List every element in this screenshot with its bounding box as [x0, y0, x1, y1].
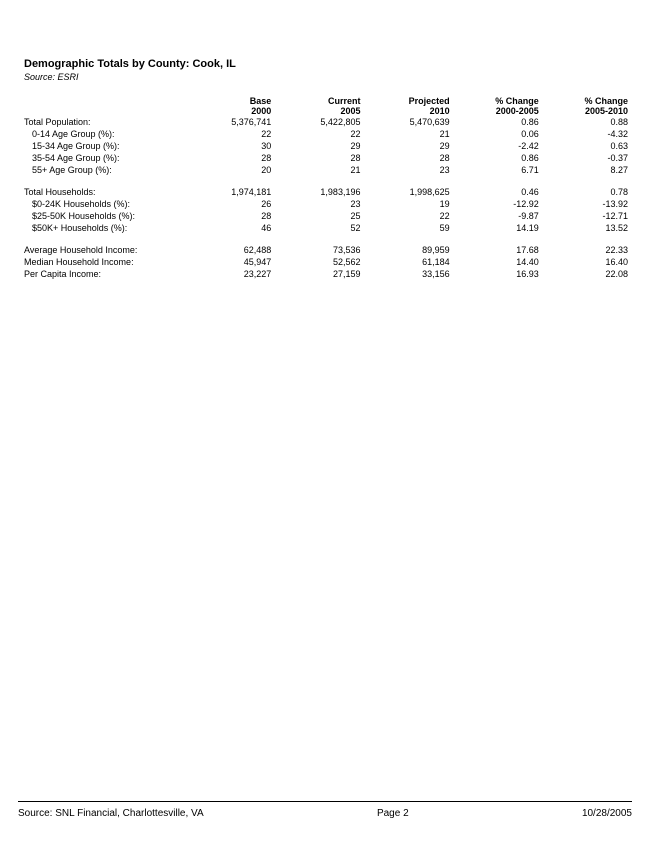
demographics-table: Base Current Projected % Change % Change… [24, 96, 632, 280]
table-row: 15-34 Age Group (%): 302929-2.420.63 [24, 140, 632, 152]
table-row: $50K+ Households (%): 46525914.1913.52 [24, 222, 632, 234]
table-row: Total Population: 5,376,7415,422,8055,47… [24, 116, 632, 128]
table-row: Average Household Income: 62,48873,53689… [24, 244, 632, 256]
row-label: 15-34 Age Group (%): [24, 140, 186, 152]
page-title: Demographic Totals by County: Cook, IL [24, 58, 632, 70]
table-row: 55+ Age Group (%): 2021236.718.27 [24, 164, 632, 176]
table-row: $0-24K Households (%): 262319-12.92-13.9… [24, 198, 632, 210]
row-label: Average Household Income: [24, 244, 186, 256]
row-label: Total Population: [24, 116, 186, 128]
table-row: Total Households: 1,974,1811,983,1961,99… [24, 186, 632, 198]
row-label: 55+ Age Group (%): [24, 164, 186, 176]
row-label: 0-14 Age Group (%): [24, 128, 186, 140]
col-current: Current [275, 96, 364, 106]
document-page: Demographic Totals by County: Cook, IL S… [0, 0, 650, 280]
table-row: Per Capita Income: 23,22727,15933,15616.… [24, 268, 632, 280]
header-row-2: 2000 2005 2010 2000-2005 2005-2010 [24, 106, 632, 116]
header-row-1: Base Current Projected % Change % Change [24, 96, 632, 106]
row-label: 35-54 Age Group (%): [24, 152, 186, 164]
row-label: $25-50K Households (%): [24, 210, 186, 222]
table-row: 0-14 Age Group (%): 2222210.06-4.32 [24, 128, 632, 140]
row-label: $50K+ Households (%): [24, 222, 186, 234]
footer-source: Source: SNL Financial, Charlottesville, … [18, 808, 204, 819]
row-label: $0-24K Households (%): [24, 198, 186, 210]
col-change1: % Change [454, 96, 543, 106]
row-label: Per Capita Income: [24, 268, 186, 280]
row-label: Total Households: [24, 186, 186, 198]
table-row: Median Household Income: 45,94752,56261,… [24, 256, 632, 268]
table-row: $25-50K Households (%): 282522-9.87-12.7… [24, 210, 632, 222]
page-footer: Source: SNL Financial, Charlottesville, … [18, 801, 632, 819]
col-base: Base [186, 96, 275, 106]
footer-page: Page 2 [377, 808, 409, 819]
col-change2: % Change [543, 96, 632, 106]
footer-date: 10/28/2005 [582, 808, 632, 819]
col-projected: Projected [364, 96, 453, 106]
table-row: 35-54 Age Group (%): 2828280.86-0.37 [24, 152, 632, 164]
source-line: Source: ESRI [24, 72, 632, 82]
row-label: Median Household Income: [24, 256, 186, 268]
